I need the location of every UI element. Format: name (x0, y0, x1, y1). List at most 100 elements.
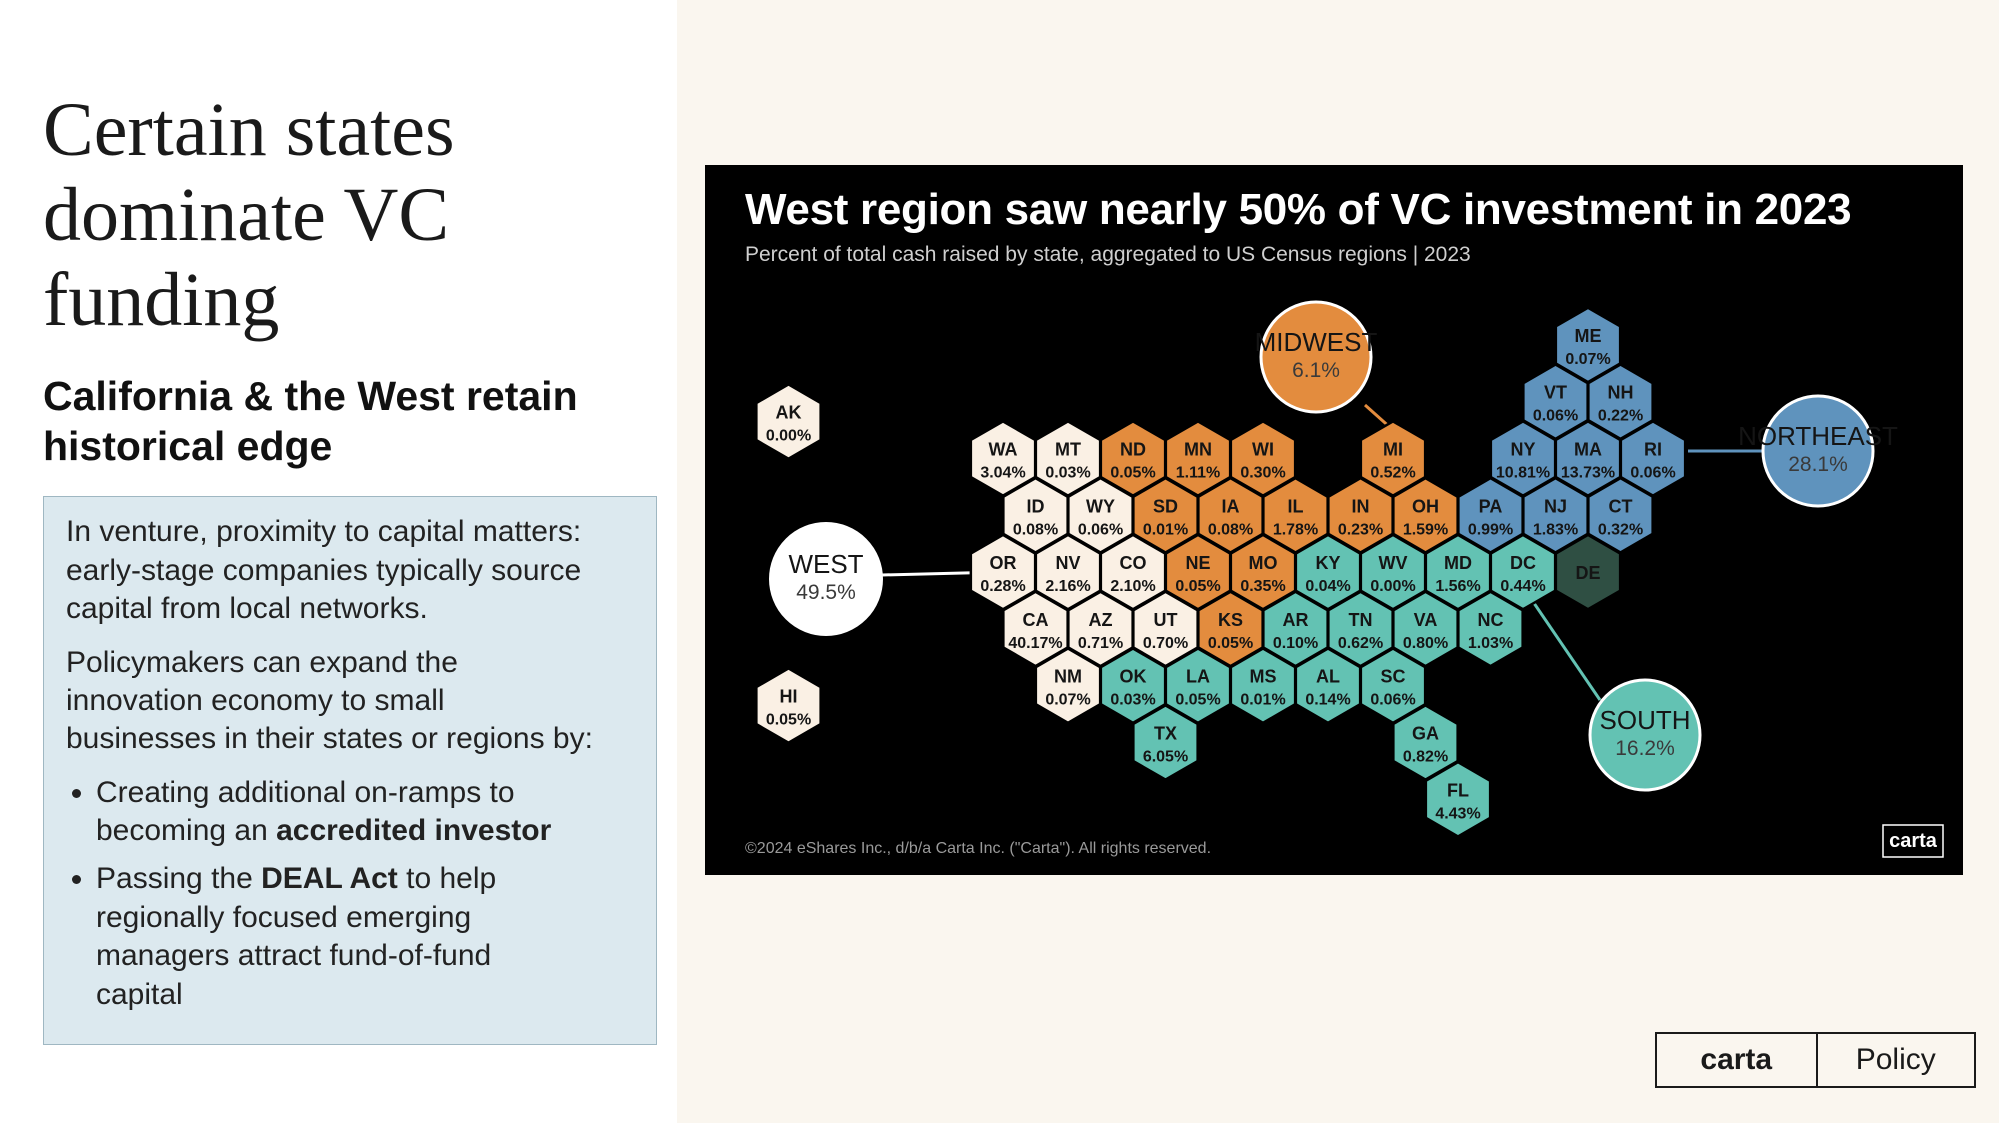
svg-text:0.05%: 0.05% (1175, 578, 1220, 595)
svg-text:KY: KY (1315, 553, 1340, 573)
svg-text:0.32%: 0.32% (1598, 521, 1643, 538)
svg-text:TN: TN (1349, 610, 1373, 630)
svg-text:AL: AL (1316, 667, 1340, 687)
svg-text:NE: NE (1185, 553, 1210, 573)
svg-text:WEST: WEST (788, 549, 863, 579)
svg-text:0.05%: 0.05% (1110, 465, 1155, 482)
svg-text:0.05%: 0.05% (1208, 635, 1253, 652)
svg-text:SC: SC (1380, 667, 1405, 687)
svg-text:0.22%: 0.22% (1598, 408, 1643, 425)
svg-text:0.71%: 0.71% (1078, 635, 1123, 652)
svg-text:0.08%: 0.08% (1208, 521, 1253, 538)
svg-text:NC: NC (1478, 610, 1504, 630)
svg-text:0.14%: 0.14% (1305, 692, 1350, 709)
svg-text:2.10%: 2.10% (1110, 578, 1155, 595)
svg-text:1.83%: 1.83% (1533, 521, 1578, 538)
svg-text:6.05%: 6.05% (1143, 749, 1188, 766)
svg-text:IA: IA (1222, 496, 1240, 516)
svg-text:MA: MA (1574, 440, 1602, 460)
svg-text:UT: UT (1154, 610, 1178, 630)
svg-text:6.1%: 6.1% (1292, 359, 1340, 382)
svg-text:MIDWEST: MIDWEST (1255, 327, 1378, 357)
svg-text:DE: DE (1575, 563, 1600, 583)
svg-text:NJ: NJ (1544, 496, 1567, 516)
svg-text:0.82%: 0.82% (1403, 749, 1448, 766)
svg-text:HI: HI (780, 687, 798, 707)
svg-text:0.00%: 0.00% (766, 428, 811, 445)
svg-text:DC: DC (1510, 553, 1536, 573)
svg-text:AK: AK (776, 403, 802, 423)
svg-text:NM: NM (1054, 667, 1082, 687)
svg-text:10.81%: 10.81% (1496, 465, 1550, 482)
svg-text:SD: SD (1153, 496, 1178, 516)
svg-text:WI: WI (1252, 440, 1274, 460)
svg-text:WA: WA (989, 440, 1018, 460)
svg-text:1.59%: 1.59% (1403, 521, 1448, 538)
svg-text:MS: MS (1250, 667, 1277, 687)
svg-text:PA: PA (1479, 496, 1503, 516)
svg-text:0.06%: 0.06% (1533, 408, 1578, 425)
svg-text:NH: NH (1608, 383, 1634, 403)
svg-text:CT: CT (1609, 496, 1633, 516)
svg-text:IN: IN (1352, 496, 1370, 516)
svg-text:IL: IL (1288, 496, 1304, 516)
svg-text:MO: MO (1249, 553, 1278, 573)
svg-text:0.04%: 0.04% (1305, 578, 1350, 595)
svg-text:OK: OK (1120, 667, 1147, 687)
svg-text:0.80%: 0.80% (1403, 635, 1448, 652)
svg-text:0.52%: 0.52% (1370, 465, 1415, 482)
svg-text:ID: ID (1027, 496, 1045, 516)
svg-text:MN: MN (1184, 440, 1212, 460)
svg-text:SOUTH: SOUTH (1600, 705, 1691, 735)
svg-text:MI: MI (1383, 440, 1403, 460)
svg-text:MT: MT (1055, 440, 1081, 460)
svg-text:ND: ND (1120, 440, 1146, 460)
svg-text:0.62%: 0.62% (1338, 635, 1383, 652)
svg-text:WY: WY (1086, 496, 1115, 516)
svg-text:AR: AR (1283, 610, 1309, 630)
svg-text:1.03%: 1.03% (1468, 635, 1513, 652)
svg-text:MD: MD (1444, 553, 1472, 573)
svg-text:0.08%: 0.08% (1013, 521, 1058, 538)
svg-text:0.70%: 0.70% (1143, 635, 1188, 652)
svg-text:0.99%: 0.99% (1468, 521, 1513, 538)
svg-text:0.03%: 0.03% (1110, 692, 1155, 709)
svg-text:0.01%: 0.01% (1143, 521, 1188, 538)
svg-text:VT: VT (1544, 383, 1567, 403)
svg-text:RI: RI (1644, 440, 1662, 460)
svg-text:0.28%: 0.28% (980, 578, 1025, 595)
svg-text:13.73%: 13.73% (1561, 465, 1615, 482)
svg-text:carta: carta (1889, 830, 1938, 852)
svg-text:28.1%: 28.1% (1788, 453, 1848, 476)
svg-text:1.78%: 1.78% (1273, 521, 1318, 538)
svg-text:GA: GA (1412, 724, 1439, 744)
svg-text:FL: FL (1447, 780, 1469, 800)
svg-text:TX: TX (1154, 724, 1177, 744)
svg-text:0.00%: 0.00% (1370, 578, 1415, 595)
svg-text:3.04%: 3.04% (980, 465, 1025, 482)
svg-text:40.17%: 40.17% (1008, 635, 1062, 652)
svg-text:AZ: AZ (1089, 610, 1113, 630)
svg-text:2.16%: 2.16% (1045, 578, 1090, 595)
svg-text:0.10%: 0.10% (1273, 635, 1318, 652)
svg-text:0.06%: 0.06% (1630, 465, 1675, 482)
svg-text:OR: OR (990, 553, 1017, 573)
svg-text:1.56%: 1.56% (1435, 578, 1480, 595)
svg-text:0.06%: 0.06% (1370, 692, 1415, 709)
svg-text:0.01%: 0.01% (1240, 692, 1285, 709)
svg-text:NV: NV (1055, 553, 1080, 573)
svg-text:4.43%: 4.43% (1435, 805, 1480, 822)
svg-text:1.11%: 1.11% (1176, 465, 1220, 482)
svg-text:0.07%: 0.07% (1045, 692, 1090, 709)
svg-text:CA: CA (1023, 610, 1049, 630)
svg-text:NORTHEAST: NORTHEAST (1738, 421, 1898, 451)
svg-text:0.06%: 0.06% (1078, 521, 1123, 538)
svg-text:WV: WV (1379, 553, 1408, 573)
svg-text:VA: VA (1414, 610, 1438, 630)
svg-text:©2024 eShares Inc., d/b/a Cart: ©2024 eShares Inc., d/b/a Carta Inc. ("C… (745, 840, 1211, 857)
svg-text:OH: OH (1412, 496, 1439, 516)
svg-text:LA: LA (1186, 667, 1210, 687)
svg-text:0.07%: 0.07% (1565, 351, 1610, 368)
svg-text:0.05%: 0.05% (1175, 692, 1220, 709)
svg-text:49.5%: 49.5% (796, 581, 856, 604)
